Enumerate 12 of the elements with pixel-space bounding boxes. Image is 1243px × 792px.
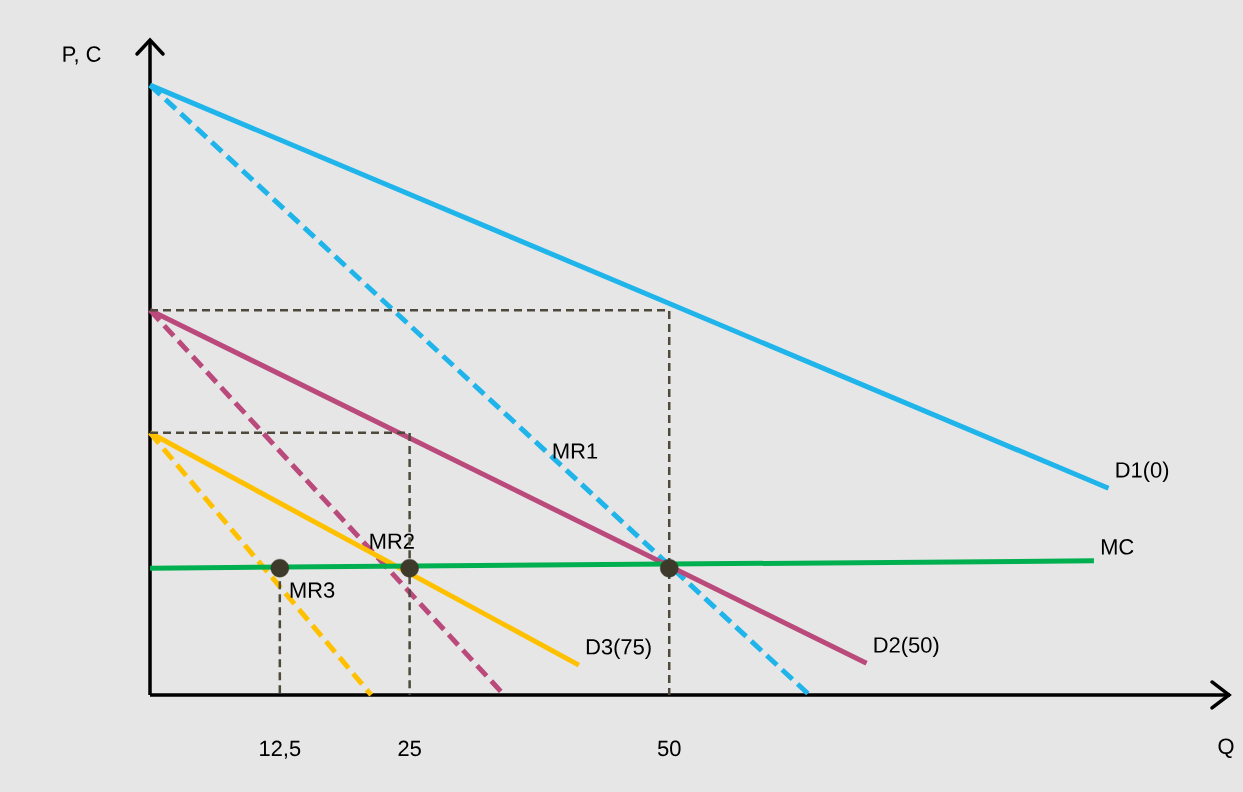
series-label: MR2 bbox=[370, 533, 414, 549]
series-label: D2(50) bbox=[874, 636, 939, 658]
x-axis-title: Q bbox=[1218, 738, 1234, 758]
y-axis-title: P, C bbox=[63, 46, 101, 65]
series-label: D1(0) bbox=[1116, 461, 1169, 483]
x-tick-label: 50 bbox=[657, 740, 681, 757]
series-label: MC bbox=[1101, 539, 1134, 555]
series-label: MR3 bbox=[290, 582, 335, 598]
series-label: MR1 bbox=[553, 443, 598, 459]
x-tick-label: 12,5 bbox=[260, 740, 301, 759]
series-label: D3(75) bbox=[586, 638, 651, 659]
x-tick-label: 25 bbox=[398, 740, 421, 757]
